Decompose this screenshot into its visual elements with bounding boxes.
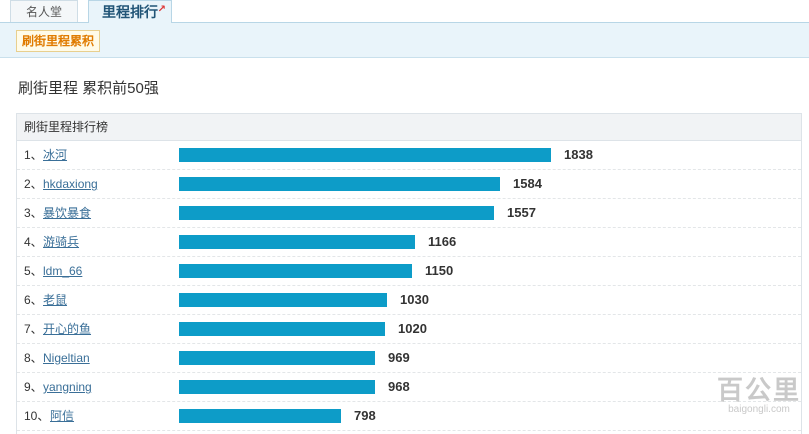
rank-number: 1、	[24, 148, 43, 162]
rank-number: 9、	[24, 380, 43, 394]
mileage-bar	[179, 380, 375, 394]
ranking-table-header: 刷街里程排行榜	[17, 114, 801, 141]
subtab-cumulative-mileage[interactable]: 刷街里程累积	[16, 30, 101, 52]
ranking-rows: 1、 冰河 1838 2、 hkdaxiong 1584 3、 暴饮暴食 1557 4、 游骑兵 11…	[17, 141, 801, 431]
user-name-link[interactable]: 冰河	[43, 148, 68, 162]
rank-number: 8、	[24, 351, 43, 365]
tab-mileage-ranking[interactable]: 里程排行 ↗	[88, 0, 172, 23]
tab-hall-of-fame[interactable]: 名人堂	[10, 0, 78, 22]
top-tab-bar: 名人堂 里程排行 ↗	[0, 0, 809, 23]
mileage-value: 1166	[428, 234, 457, 249]
mileage-bar	[179, 409, 341, 423]
tab-mileage-ranking-label: 里程排行	[102, 4, 158, 20]
mileage-value: 1030	[400, 292, 429, 307]
mileage-bar	[179, 206, 494, 220]
page-title: 刷街里程 累积前50强	[18, 80, 159, 97]
mileage-bar	[179, 351, 375, 365]
mileage-bar	[179, 148, 551, 162]
mileage-value: 968	[388, 379, 410, 394]
rank-number: 4、	[24, 235, 43, 249]
table-row: 3、 暴饮暴食 1557	[17, 199, 801, 228]
watermark-logo: 百公里 baigongli.com	[717, 376, 801, 416]
mileage-value: 1557	[507, 205, 536, 220]
mileage-value: 969	[388, 350, 410, 365]
rank-number: 5、	[24, 264, 43, 278]
cursor-icon: ↗	[157, 4, 166, 15]
user-name-link[interactable]: 老鼠	[43, 293, 68, 307]
user-name-link[interactable]: yangning	[43, 380, 92, 394]
rank-number: 3、	[24, 206, 43, 220]
table-row: 8、 Nigeltian 969	[17, 344, 801, 373]
mileage-value: 798	[354, 408, 376, 423]
rank-number: 6、	[24, 293, 43, 307]
table-row: 6、 老鼠 1030	[17, 286, 801, 315]
ranking-table: 刷街里程排行榜 1、 冰河 1838 2、 hkdaxiong 1584 3、 暴饮暴食 155…	[16, 113, 802, 434]
mileage-bar	[179, 293, 387, 307]
rank-number: 2、	[24, 177, 43, 191]
mileage-value: 1584	[513, 176, 542, 191]
mileage-bar	[179, 322, 385, 336]
table-row: 1、 冰河 1838	[17, 141, 801, 170]
sub-navigation: 刷街里程累积	[0, 23, 809, 58]
table-row: 10、 阿信 798	[17, 402, 801, 431]
watermark-cn: 百公里	[716, 375, 801, 405]
table-row: 5、 ldm_66 1150	[17, 257, 801, 286]
table-row: 2、 hkdaxiong 1584	[17, 170, 801, 199]
mileage-value: 1020	[398, 321, 427, 336]
mileage-value: 1838	[564, 147, 593, 162]
user-name-link[interactable]: 暴饮暴食	[43, 206, 92, 220]
user-name-link[interactable]: 开心的鱼	[43, 322, 92, 336]
user-name-link[interactable]: ldm_66	[43, 264, 83, 278]
mileage-bar	[179, 235, 415, 249]
table-row: 7、 开心的鱼 1020	[17, 315, 801, 344]
mileage-bar	[179, 177, 500, 191]
user-name-link[interactable]: Nigeltian	[43, 351, 90, 365]
table-row: 9、 yangning 968	[17, 373, 801, 402]
rank-number: 7、	[24, 322, 43, 336]
user-name-link[interactable]: 阿信	[50, 409, 75, 423]
rank-number: 10、	[24, 409, 50, 423]
table-row: 4、 游骑兵 1166	[17, 228, 801, 257]
user-name-link[interactable]: hkdaxiong	[43, 177, 98, 191]
mileage-value: 1150	[425, 263, 454, 278]
watermark-en: baigongli.com	[728, 404, 790, 415]
mileage-bar	[179, 264, 412, 278]
user-name-link[interactable]: 游骑兵	[43, 235, 80, 249]
